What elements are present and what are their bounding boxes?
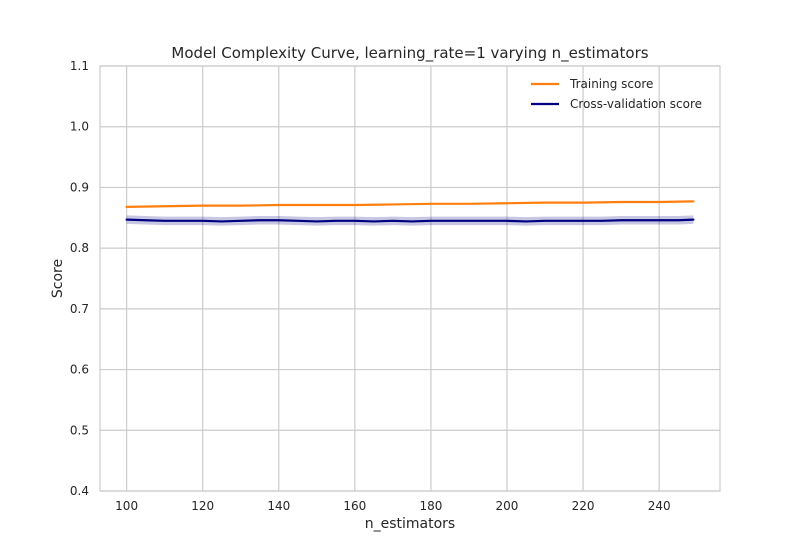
x-axis-label: n_estimators: [365, 516, 455, 532]
cv-score-line: [125, 218, 695, 223]
training-score-line: [125, 200, 695, 208]
grid: [100, 65, 720, 492]
x-tick-label: 100: [115, 499, 138, 513]
y-tick-label: 0.6: [70, 363, 89, 377]
y-tick-label: 0.9: [70, 180, 89, 194]
y-tick-label: 0.7: [70, 302, 89, 316]
y-tick-label: 1.0: [70, 120, 89, 134]
y-tick-label: 0.5: [70, 423, 89, 437]
legend-cv-label: Cross-validation score: [570, 97, 702, 111]
x-tick-label: 200: [496, 499, 519, 513]
legend: Training score Cross-validation score: [531, 77, 702, 111]
y-tick-label: 0.4: [70, 484, 89, 498]
legend-training-label: Training score: [569, 77, 653, 91]
series-lines: [125, 200, 695, 223]
tick-labels: 100 120 140 160 180 200 220 240 0.4 0.5 0.6 0.7 0.8 0…: [70, 59, 671, 513]
y-axis-label: Score: [50, 259, 66, 298]
x-tick-label: 180: [419, 499, 442, 513]
x-tick-label: 160: [343, 499, 366, 513]
x-tick-label: 220: [572, 499, 595, 513]
x-tick-label: 240: [648, 499, 671, 513]
chart-title: Model Complexity Curve, learning_rate=1 …: [171, 44, 648, 63]
x-tick-label: 140: [267, 499, 290, 513]
plot-frame: [99, 65, 721, 492]
y-tick-label: 1.1: [70, 59, 89, 73]
y-tick-label: 0.8: [70, 241, 89, 255]
x-tick-label: 120: [191, 499, 214, 513]
